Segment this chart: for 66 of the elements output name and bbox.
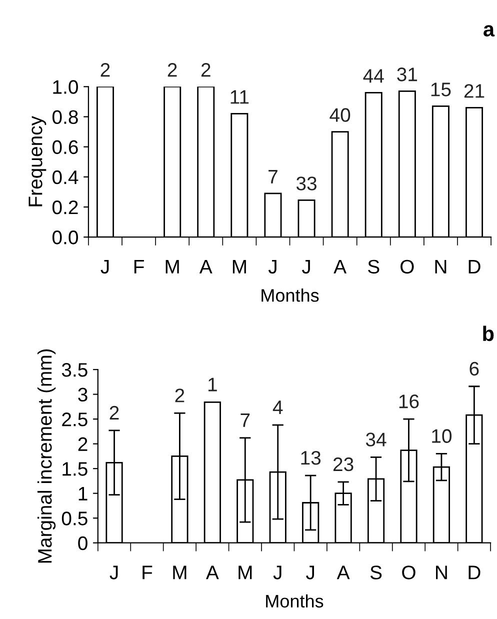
y-tick-label: 1 bbox=[78, 487, 88, 500]
x-axis-title: Months bbox=[262, 288, 319, 302]
x-axis-title: Months bbox=[266, 594, 324, 608]
y-tick-label: 0.5 bbox=[62, 512, 88, 526]
x-tick-label: M bbox=[173, 566, 186, 580]
text: 2 bbox=[168, 63, 177, 77]
x-tick-label: J bbox=[110, 566, 118, 580]
x-tick-label: S bbox=[370, 566, 382, 580]
x-tick-label: F bbox=[134, 260, 144, 274]
annotation: 11 bbox=[230, 90, 249, 104]
text: 2 bbox=[100, 63, 110, 77]
y-tick-label: 0.2 bbox=[52, 200, 78, 214]
y-tick-label: 2.5 bbox=[62, 412, 88, 426]
x-tick-label: A bbox=[206, 566, 219, 580]
x-tick-label: S bbox=[368, 260, 380, 274]
x-tick-label: D bbox=[468, 260, 480, 274]
annotation: 2 bbox=[110, 406, 119, 420]
annotation: 4 bbox=[272, 400, 283, 414]
annotation: 21 bbox=[464, 84, 484, 98]
annotation: 10 bbox=[432, 429, 452, 443]
annotation: 40 bbox=[330, 108, 350, 122]
x-tick-label: F bbox=[142, 566, 152, 580]
x-tick-label: J bbox=[273, 566, 282, 580]
y-tick-label: 1.5 bbox=[62, 462, 88, 476]
annotation: 34 bbox=[366, 432, 386, 446]
y-axis-title: Frequency bbox=[28, 116, 46, 206]
y-tick-label: 2 bbox=[78, 437, 88, 451]
annotation: 23 bbox=[333, 457, 354, 472]
x-tick-label: M bbox=[238, 566, 252, 580]
y-axis-title: Marginal increment (mm) bbox=[37, 349, 56, 563]
x-tick-label: J bbox=[100, 260, 109, 274]
y-tick-label: 0.0 bbox=[52, 230, 78, 244]
y-tick-label: 0 bbox=[78, 536, 88, 550]
text: 31 bbox=[397, 68, 418, 82]
x-tick-label: J bbox=[268, 260, 276, 274]
x-tick-label: N bbox=[436, 566, 447, 580]
y-tick-label: 3 bbox=[78, 388, 88, 402]
text: 2 bbox=[201, 63, 210, 77]
y-tick-label: 1.0 bbox=[53, 80, 78, 94]
annotation: 6 bbox=[470, 362, 479, 376]
x-tick-label: A bbox=[336, 566, 350, 580]
x-tick-label: D bbox=[468, 566, 480, 580]
x-tick-label: J bbox=[302, 260, 310, 274]
annotation: 13 bbox=[301, 450, 321, 465]
annotation: 1 bbox=[208, 378, 217, 392]
chart-title: b bbox=[483, 326, 494, 342]
x-tick-label: J bbox=[306, 566, 314, 580]
x-tick-label: N bbox=[435, 260, 446, 274]
x-tick-label: O bbox=[402, 566, 416, 580]
annotation: 2 bbox=[175, 388, 184, 402]
annotation: 7 bbox=[240, 414, 250, 427]
y-tick-label: 0.4 bbox=[52, 170, 78, 184]
x-tick-label: M bbox=[166, 260, 179, 274]
y-tick-label: 3.5 bbox=[62, 363, 88, 377]
x-tick-label: M bbox=[232, 260, 246, 274]
annotation: 15 bbox=[431, 82, 451, 96]
annotation: 7 bbox=[268, 170, 278, 184]
y-tick-label: 0.6 bbox=[52, 140, 78, 154]
x-tick-label: A bbox=[334, 260, 347, 274]
chart-title: a bbox=[484, 25, 495, 37]
x-tick-label: O bbox=[400, 260, 414, 274]
annotation: 16 bbox=[399, 394, 419, 408]
text: 44 bbox=[363, 69, 384, 83]
x-tick-label: A bbox=[199, 260, 212, 274]
y-tick-label: 0.8 bbox=[52, 110, 78, 124]
annotation: 33 bbox=[296, 176, 316, 190]
